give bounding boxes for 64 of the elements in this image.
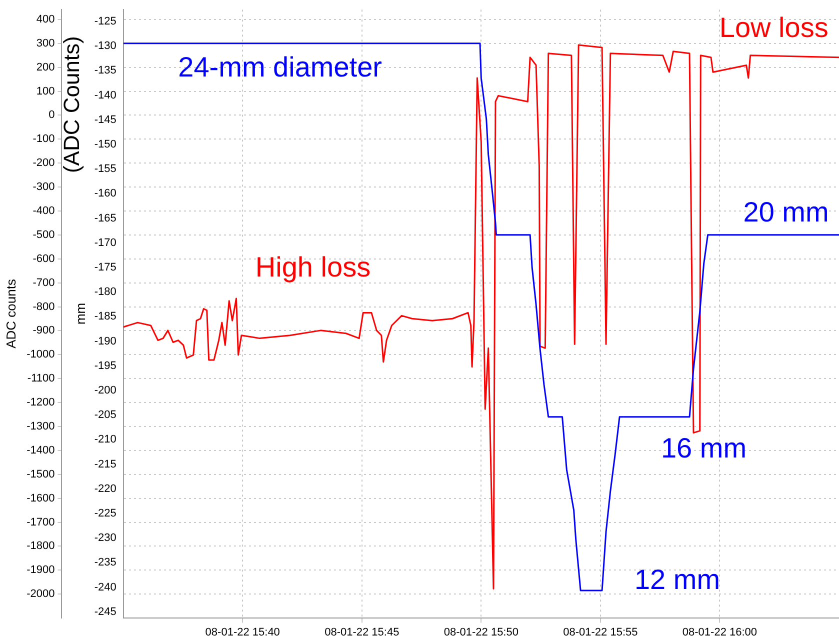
annotation: 16 mm [660, 432, 747, 464]
y-tick-label: -400 [32, 205, 55, 218]
y2-tick-label: -140 [94, 89, 116, 102]
y-tick-label: -1100 [27, 372, 55, 385]
y2-tick-label: -240 [94, 581, 116, 594]
y2-tick-label: -205 [94, 409, 116, 422]
y-tick-label: -300 [32, 181, 55, 194]
x-tick-label: 08-01-22 15:45 [324, 626, 400, 638]
y-tick-label: -1000 [26, 348, 55, 361]
y-tick-label: 0 [48, 109, 55, 122]
y2-tick-label: -195 [94, 360, 116, 372]
y-tick-label: -900 [32, 324, 55, 337]
y2-tick-label: -190 [94, 335, 116, 348]
y-tick-label: -1400 [26, 444, 55, 456]
y-tick-label: -1200 [26, 396, 55, 409]
y-axis-title: ADC counts [3, 278, 18, 348]
annotation: High loss [255, 251, 371, 282]
annotation: 24-mm diameter [178, 51, 382, 82]
y-tick-label: -1900 [26, 564, 55, 576]
y-tick-label: -1500 [26, 468, 55, 480]
y2-tick-label: -225 [94, 508, 116, 520]
y2-tick-label: -135 [94, 64, 116, 77]
y2-tick-label: -165 [94, 212, 116, 224]
y-tick-label: -700 [32, 276, 55, 289]
y-tick-label: -2000 [26, 588, 55, 600]
x-tick-label: 08-01-22 15:50 [444, 626, 518, 638]
y2-tick-label: -160 [94, 188, 116, 200]
x-tick-label: 08-01-22 15:55 [563, 626, 638, 638]
y2-tick-label: -185 [94, 310, 116, 323]
annotation: 20 mm [743, 196, 829, 228]
annotation: Low loss [719, 12, 828, 43]
y2-axis-title: mm [73, 302, 88, 325]
y2-tick-label: -230 [94, 532, 116, 544]
y-tick-label: -600 [32, 252, 55, 265]
y2-tick-label: -235 [94, 556, 116, 569]
y2-tick-label: -170 [94, 236, 116, 249]
y-tick-label: -1600 [26, 492, 55, 504]
text: (ADC Counts) [58, 36, 84, 174]
y-tick-label: -100 [32, 133, 55, 146]
x-tick-label: 08-01-22 15:40 [205, 626, 280, 638]
y2-tick-label: -210 [94, 434, 116, 446]
y-tick-label: -800 [32, 300, 55, 313]
y2-tick-label: -130 [94, 40, 116, 52]
y2-tick-label: -175 [94, 261, 116, 274]
y2-tick-label: -150 [94, 138, 116, 150]
y-tick-label: -500 [32, 228, 55, 241]
y2-tick-label: -155 [94, 163, 116, 176]
annotation: 12 mm [634, 564, 720, 596]
y2-tick-label: -215 [94, 458, 116, 470]
y-tick-label: 300 [36, 37, 55, 50]
y2-tick-label: -125 [94, 15, 116, 28]
y-tick-label: -1700 [26, 516, 55, 528]
x-tick-label: 08-01-22 16:00 [682, 626, 758, 638]
y-tick-label: -1800 [26, 540, 55, 552]
y-tick-label: -1300 [26, 420, 55, 433]
y2-tick-label: -145 [94, 114, 116, 126]
y-tick-label: -200 [32, 157, 55, 170]
y2-tick-label: -180 [94, 286, 116, 298]
y-tick-label: 200 [36, 61, 55, 74]
y-tick-label: 100 [36, 85, 55, 98]
y2-tick-label: -245 [94, 606, 116, 618]
y2-tick-label: -220 [94, 482, 116, 495]
y-tick-label: 400 [36, 13, 55, 26]
y2-tick-label: -200 [94, 384, 116, 396]
